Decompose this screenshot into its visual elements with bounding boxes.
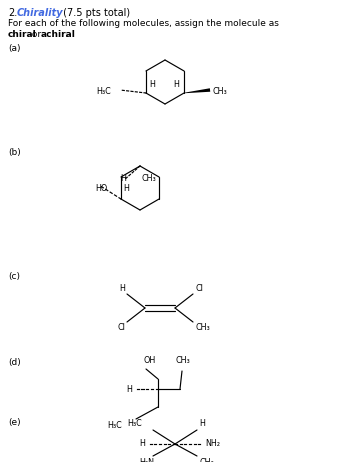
Text: OH: OH (144, 356, 156, 365)
Polygon shape (184, 88, 210, 93)
Text: H: H (126, 384, 132, 394)
Text: Cl: Cl (117, 323, 125, 332)
Text: H: H (139, 439, 145, 449)
Text: H₃C: H₃C (107, 421, 122, 430)
Text: chiral: chiral (8, 30, 37, 39)
Text: CH₃: CH₃ (142, 174, 157, 183)
Text: H₂N: H₂N (139, 458, 154, 462)
Text: H: H (149, 80, 155, 89)
Text: H₃C: H₃C (127, 419, 142, 428)
Text: H: H (123, 184, 129, 193)
Text: Chirality: Chirality (17, 8, 64, 18)
Text: CH₃: CH₃ (195, 323, 210, 332)
Text: (7.5 pts total): (7.5 pts total) (60, 8, 130, 18)
Text: Cl: Cl (195, 284, 203, 293)
Text: H: H (119, 284, 125, 293)
Text: NH₂: NH₂ (205, 439, 220, 449)
Text: HO: HO (95, 184, 107, 193)
Text: or: or (29, 30, 44, 39)
Text: H: H (199, 419, 205, 428)
Text: achiral: achiral (41, 30, 76, 39)
Text: CH₃: CH₃ (199, 458, 214, 462)
Text: CH₃: CH₃ (176, 356, 191, 365)
Text: .: . (65, 30, 68, 39)
Text: For each of the following molecules, assign the molecule as: For each of the following molecules, ass… (8, 19, 282, 28)
Text: (d): (d) (8, 358, 21, 367)
Text: (a): (a) (8, 44, 21, 53)
Text: (c): (c) (8, 272, 20, 281)
Text: 2.: 2. (8, 8, 17, 18)
Text: (e): (e) (8, 418, 21, 427)
Text: H: H (173, 80, 179, 89)
Text: H: H (120, 174, 126, 183)
Text: H₃C: H₃C (96, 86, 111, 96)
Text: (b): (b) (8, 148, 21, 157)
Text: CH₃: CH₃ (212, 86, 227, 96)
